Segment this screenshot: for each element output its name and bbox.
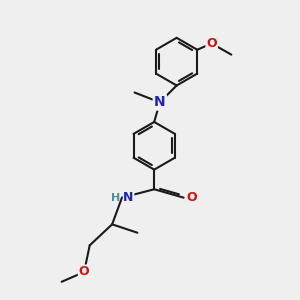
Text: O: O (79, 266, 89, 278)
Text: O: O (186, 191, 196, 204)
Text: N: N (123, 191, 134, 204)
Text: O: O (206, 37, 217, 50)
Text: H: H (111, 193, 121, 203)
Text: N: N (154, 95, 166, 109)
